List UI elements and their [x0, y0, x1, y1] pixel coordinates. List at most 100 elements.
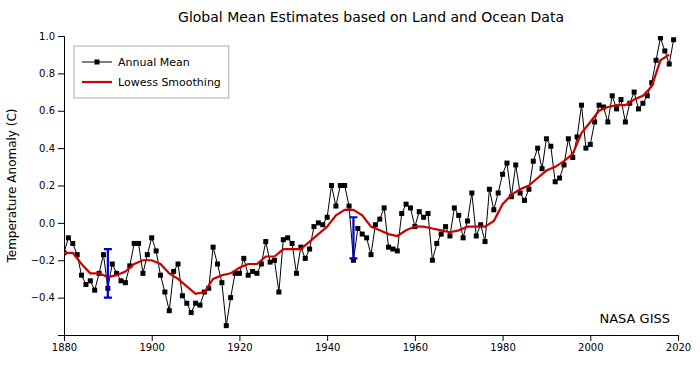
- marker: [531, 159, 536, 164]
- tick-mark: [58, 36, 64, 37]
- marker: [281, 237, 286, 242]
- marker: [623, 119, 628, 124]
- marker: [548, 144, 553, 149]
- marker: [303, 256, 308, 261]
- tick: 0.4: [39, 143, 64, 154]
- marker: [176, 261, 181, 266]
- marker: [224, 323, 229, 328]
- marker: [211, 245, 216, 250]
- marker: [88, 278, 93, 283]
- marker: [377, 217, 382, 222]
- tick-label: 1900: [139, 342, 164, 353]
- tick-mark: [239, 335, 240, 341]
- marker: [588, 142, 593, 147]
- marker: [307, 247, 312, 252]
- tick: −0.2: [31, 255, 64, 266]
- tick-label: 0.0: [39, 218, 55, 229]
- marker: [605, 119, 610, 124]
- error-bar: [349, 217, 357, 258]
- tick-mark: [58, 223, 64, 224]
- plot-area: 18801900192019401960198020002020−0.4−0.2…: [31, 31, 692, 353]
- marker: [399, 211, 404, 216]
- chart: 18801900192019401960198020002020−0.4−0.2…: [0, 0, 700, 365]
- tick: 0.0: [39, 218, 64, 229]
- tick-mark: [58, 260, 64, 261]
- tick-label: 0.6: [39, 105, 55, 116]
- tick: 1980: [490, 335, 515, 353]
- marker: [417, 209, 422, 214]
- marker: [237, 271, 242, 276]
- marks: [64, 36, 676, 328]
- marker: [268, 260, 273, 265]
- marker: [671, 37, 676, 42]
- marker: [145, 252, 150, 257]
- tick-mark: [152, 335, 153, 341]
- tick-label: 1.0: [39, 31, 55, 42]
- tick-label: 1940: [315, 342, 340, 353]
- marker: [636, 106, 641, 111]
- marker: [215, 261, 220, 266]
- tick-label: −0.2: [31, 255, 55, 266]
- marker: [421, 215, 426, 220]
- legend-label: Lowess Smoothing: [118, 76, 221, 89]
- tick-label: 0.4: [39, 143, 55, 154]
- tick: 2000: [578, 335, 603, 353]
- marker: [294, 271, 299, 276]
- marker: [263, 239, 268, 244]
- marker: [180, 293, 185, 298]
- axis-line: [65, 336, 679, 342]
- marker: [469, 190, 474, 195]
- marker: [382, 205, 387, 210]
- marker: [496, 190, 501, 195]
- marker: [110, 261, 115, 266]
- marker: [654, 58, 659, 63]
- marker: [487, 187, 492, 192]
- tick-mark: [58, 111, 64, 112]
- legend-label: Annual Mean: [118, 56, 190, 69]
- marker: [285, 235, 290, 240]
- marker: [189, 310, 194, 315]
- series-line: [64, 38, 674, 326]
- marker: [597, 103, 602, 108]
- tick-mark: [590, 335, 591, 341]
- marker: [132, 241, 137, 246]
- legend-box: [74, 46, 229, 98]
- marker: [443, 224, 448, 229]
- title: Global Mean Estimates based on Land and …: [178, 9, 564, 25]
- series: [64, 36, 676, 328]
- marker: [316, 220, 321, 225]
- marker: [658, 36, 663, 40]
- marker: [474, 233, 479, 238]
- marker: [500, 172, 505, 177]
- tick: −0.4: [31, 292, 64, 303]
- marker: [171, 269, 176, 274]
- marker: [504, 161, 509, 166]
- tick-mark: [678, 335, 679, 341]
- tick: 1900: [139, 335, 164, 353]
- marker: [557, 176, 562, 181]
- marker: [553, 179, 558, 184]
- marker: [667, 62, 672, 67]
- marker: [618, 97, 623, 102]
- tick-mark: [503, 335, 504, 341]
- marker: [408, 205, 413, 210]
- tick: 1920: [227, 335, 252, 353]
- marker: [342, 183, 347, 188]
- marker: [355, 226, 360, 231]
- tick-label: 2000: [578, 342, 603, 353]
- tick-label: −0.4: [31, 292, 55, 303]
- tick: 0.6: [39, 105, 64, 116]
- tick: 1.0: [39, 31, 64, 42]
- tick-mark: [58, 73, 64, 74]
- marker: [404, 202, 409, 207]
- marker: [447, 233, 452, 238]
- legend: Annual Mean Lowess Smoothing: [74, 46, 229, 98]
- legend-item: Annual Mean: [82, 56, 190, 69]
- tick: 1880: [52, 335, 77, 353]
- marker: [83, 282, 88, 287]
- marker: [426, 211, 431, 216]
- marker: [430, 258, 435, 263]
- marker: [311, 224, 316, 229]
- marker: [456, 213, 461, 218]
- marker: [92, 288, 97, 293]
